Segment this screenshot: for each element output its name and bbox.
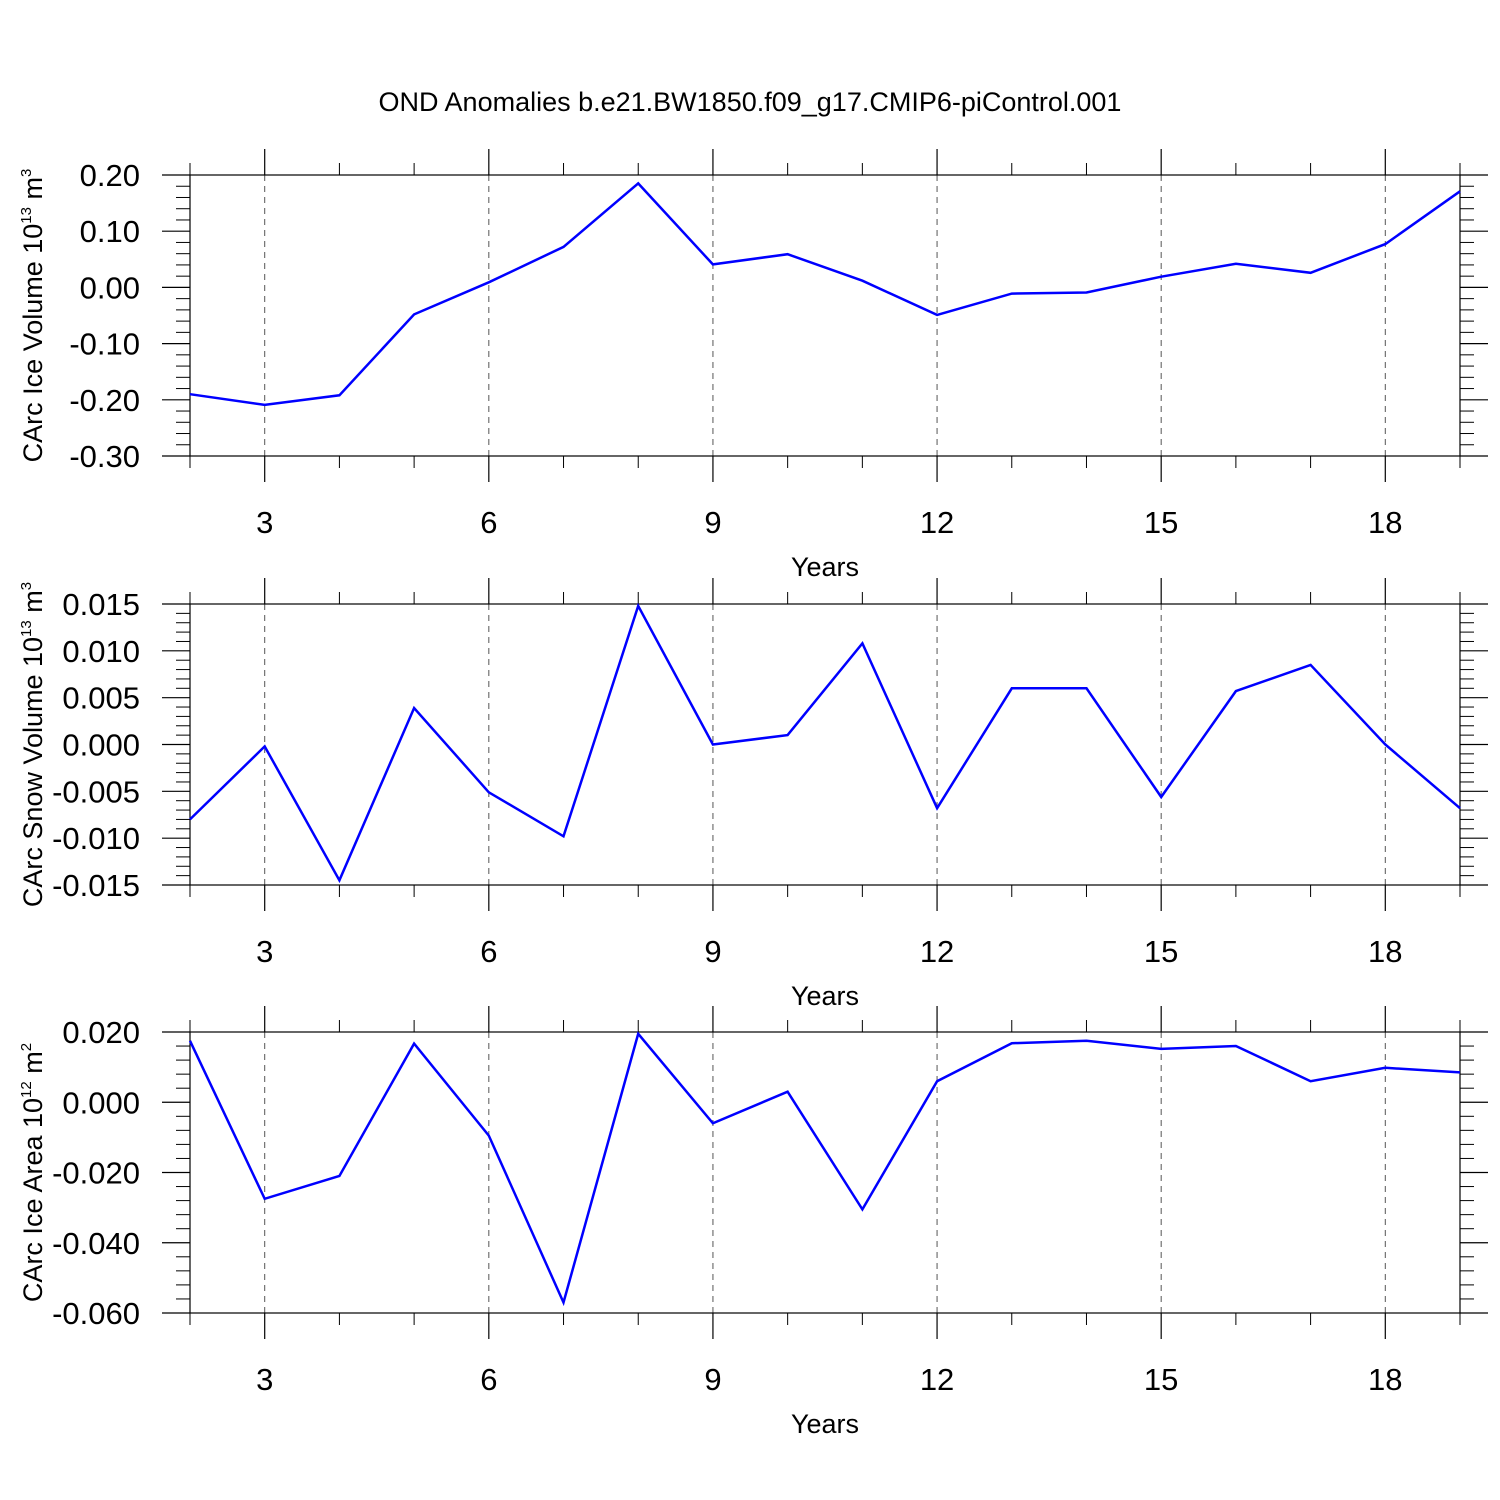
x-tick-label: 9 <box>704 505 721 540</box>
y-tick-label: -0.040 <box>52 1226 140 1261</box>
x-tick-label: 15 <box>1144 1362 1178 1397</box>
series-line <box>188 1031 1461 1307</box>
y-axis-label: CArc Ice Area 1012 m2 <box>18 1043 48 1302</box>
x-axis-label: Years <box>791 981 859 1011</box>
x-tick-label: 3 <box>256 934 273 969</box>
y-tick-label: 0.020 <box>62 1015 140 1050</box>
x-tick-label: 15 <box>1144 934 1178 969</box>
y-tick-label: -0.060 <box>52 1296 140 1331</box>
x-tick-label: 9 <box>704 934 721 969</box>
chart-panel-1: 3 6 9 12 15 18 Years -0.30 -0.20 -0.10 0.00 0.10 0.2… <box>18 149 1488 582</box>
x-axis-label: Years <box>791 1409 859 1439</box>
plot-frame <box>189 603 1461 886</box>
x-tick-label: 18 <box>1368 505 1402 540</box>
y-tick-label: 0.000 <box>62 1085 140 1120</box>
y-axis-label: CArc Ice Volume 1013 m3 <box>18 169 48 463</box>
y-tick-label: -0.020 <box>52 1156 140 1191</box>
series-line <box>189 181 1461 407</box>
y-tick-label: -0.20 <box>69 383 140 418</box>
x-tick-label: 18 <box>1368 1362 1402 1397</box>
x-tick-label: 12 <box>920 505 954 540</box>
x-tick-label: 6 <box>480 1362 497 1397</box>
series-line <box>189 602 1461 884</box>
y-tick-label: 0.10 <box>80 214 140 249</box>
x-tick-label: 15 <box>1144 505 1178 540</box>
y-tick-label: -0.015 <box>52 868 140 903</box>
y-tick-label: -0.10 <box>69 327 140 362</box>
y-tick-label: 0.015 <box>62 587 140 622</box>
figure-title: OND Anomalies b.e21.BW1850.f09_g17.CMIP6… <box>379 87 1122 117</box>
x-tick-label: 12 <box>920 934 954 969</box>
panels: 3 6 9 12 15 18 Years -0.30 -0.20 -0.10 0.00 0.10 0.2… <box>18 149 1488 1439</box>
x-tick-label: 6 <box>480 934 497 969</box>
y-tick-label: 0.20 <box>80 158 140 193</box>
y-tick-label: -0.010 <box>52 821 140 856</box>
plot-frame <box>189 174 1461 457</box>
plot-frame <box>189 1031 1461 1314</box>
x-axis-label: Years <box>791 552 859 582</box>
x-tick-label: 6 <box>480 505 497 540</box>
x-tick-label: 9 <box>704 1362 721 1397</box>
y-tick-label: -0.30 <box>69 439 140 474</box>
y-tick-label: 0.010 <box>62 634 140 669</box>
y-tick-label: 0.00 <box>80 270 140 305</box>
x-tick-label: 3 <box>256 505 273 540</box>
y-axis-label: CArc Snow Volume 1013 m3 <box>18 582 48 907</box>
y-tick-label: -0.005 <box>52 774 140 809</box>
x-tick-label: 3 <box>256 1362 273 1397</box>
y-tick-label: 0.000 <box>62 728 140 763</box>
chart-panel-2: 3 6 9 12 15 18 Years -0.015 -0.010 -0.005 0.000 0.0… <box>18 578 1488 1011</box>
chart-panel-3: 3 6 9 12 15 18 Years -0.060 -0.040 -0.020 0.000 0.0… <box>18 1006 1488 1439</box>
x-tick-label: 12 <box>920 1362 954 1397</box>
x-tick-label: 18 <box>1368 934 1402 969</box>
y-tick-label: 0.005 <box>62 681 140 716</box>
